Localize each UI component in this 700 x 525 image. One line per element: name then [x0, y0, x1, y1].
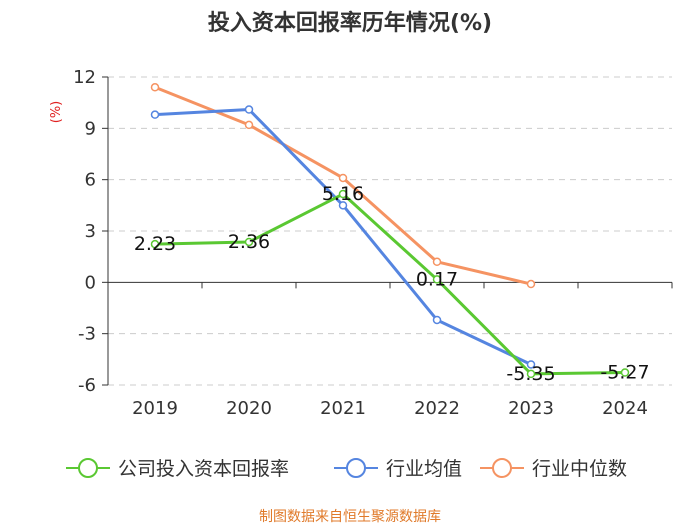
x-tick-label: 2022: [414, 398, 460, 419]
grid: [108, 76, 672, 386]
x-tick-label: 2021: [320, 398, 366, 419]
y-tick-label: 6: [85, 170, 96, 191]
data-label: 2.36: [228, 231, 270, 253]
legend-item[interactable]: 公司投入资本回报率: [66, 458, 289, 480]
series-line: [154, 108, 532, 366]
data-point: [150, 110, 160, 119]
x-tick-label: 2023: [508, 398, 554, 419]
legend-label: 行业中位数: [532, 458, 627, 480]
y-tick-label: 3: [85, 221, 96, 242]
data-labels: 2.23 2.36 5.16 0.17 -5.35 -5.27: [134, 183, 650, 385]
y-tick-label: 12: [73, 67, 96, 88]
legend-marker: [78, 458, 98, 478]
data-label: 0.17: [416, 268, 458, 290]
legend-marker: [346, 458, 366, 478]
data-point: [620, 368, 630, 377]
axes: 12 9 6 3 0 -3 -6 2019 2020 2021 2022 2023 2024: [73, 67, 673, 419]
y-tick-label: 9: [85, 118, 96, 139]
data-point: [150, 83, 160, 92]
y-tick-label: 0: [85, 272, 96, 293]
source-note: 制图数据来自恒生聚源数据库: [259, 509, 441, 525]
legend-marker: [492, 458, 512, 478]
chart-title: 投入资本回报率历年情况(%): [208, 10, 492, 36]
series-layer: [150, 83, 630, 379]
data-point: [244, 105, 254, 114]
data-point: [432, 315, 442, 325]
data-point: [150, 239, 160, 249]
data-label: 5.16: [322, 183, 364, 205]
legend[interactable]: 公司投入资本回报率 行业均值 行业中位数: [66, 458, 627, 480]
legend-item[interactable]: 行业均值: [334, 458, 462, 480]
x-tick-label: 2020: [226, 398, 272, 419]
data-point: [338, 201, 348, 210]
series-line: [154, 192, 626, 376]
data-point: [526, 360, 536, 369]
data-point: [526, 369, 536, 379]
data-point: [338, 173, 348, 183]
data-point: [526, 279, 536, 289]
legend-label: 公司投入资本回报率: [118, 458, 289, 480]
x-tick-label: 2019: [132, 398, 178, 419]
y-tick-label: -3: [78, 324, 96, 345]
data-label: -5.27: [600, 362, 649, 384]
data-label: -5.35: [506, 363, 555, 385]
legend-item[interactable]: 行业中位数: [480, 458, 627, 480]
x-tick-label: 2024: [602, 398, 648, 419]
data-label: 2.23: [134, 233, 176, 255]
y-axis-label: (%): [49, 101, 64, 124]
data-point: [432, 275, 442, 284]
y-tick-label: -6: [78, 375, 96, 396]
legend-label: 行业均值: [386, 458, 462, 480]
data-point: [432, 257, 442, 267]
data-point: [244, 120, 254, 130]
data-point: [338, 189, 348, 199]
data-point: [244, 237, 254, 247]
